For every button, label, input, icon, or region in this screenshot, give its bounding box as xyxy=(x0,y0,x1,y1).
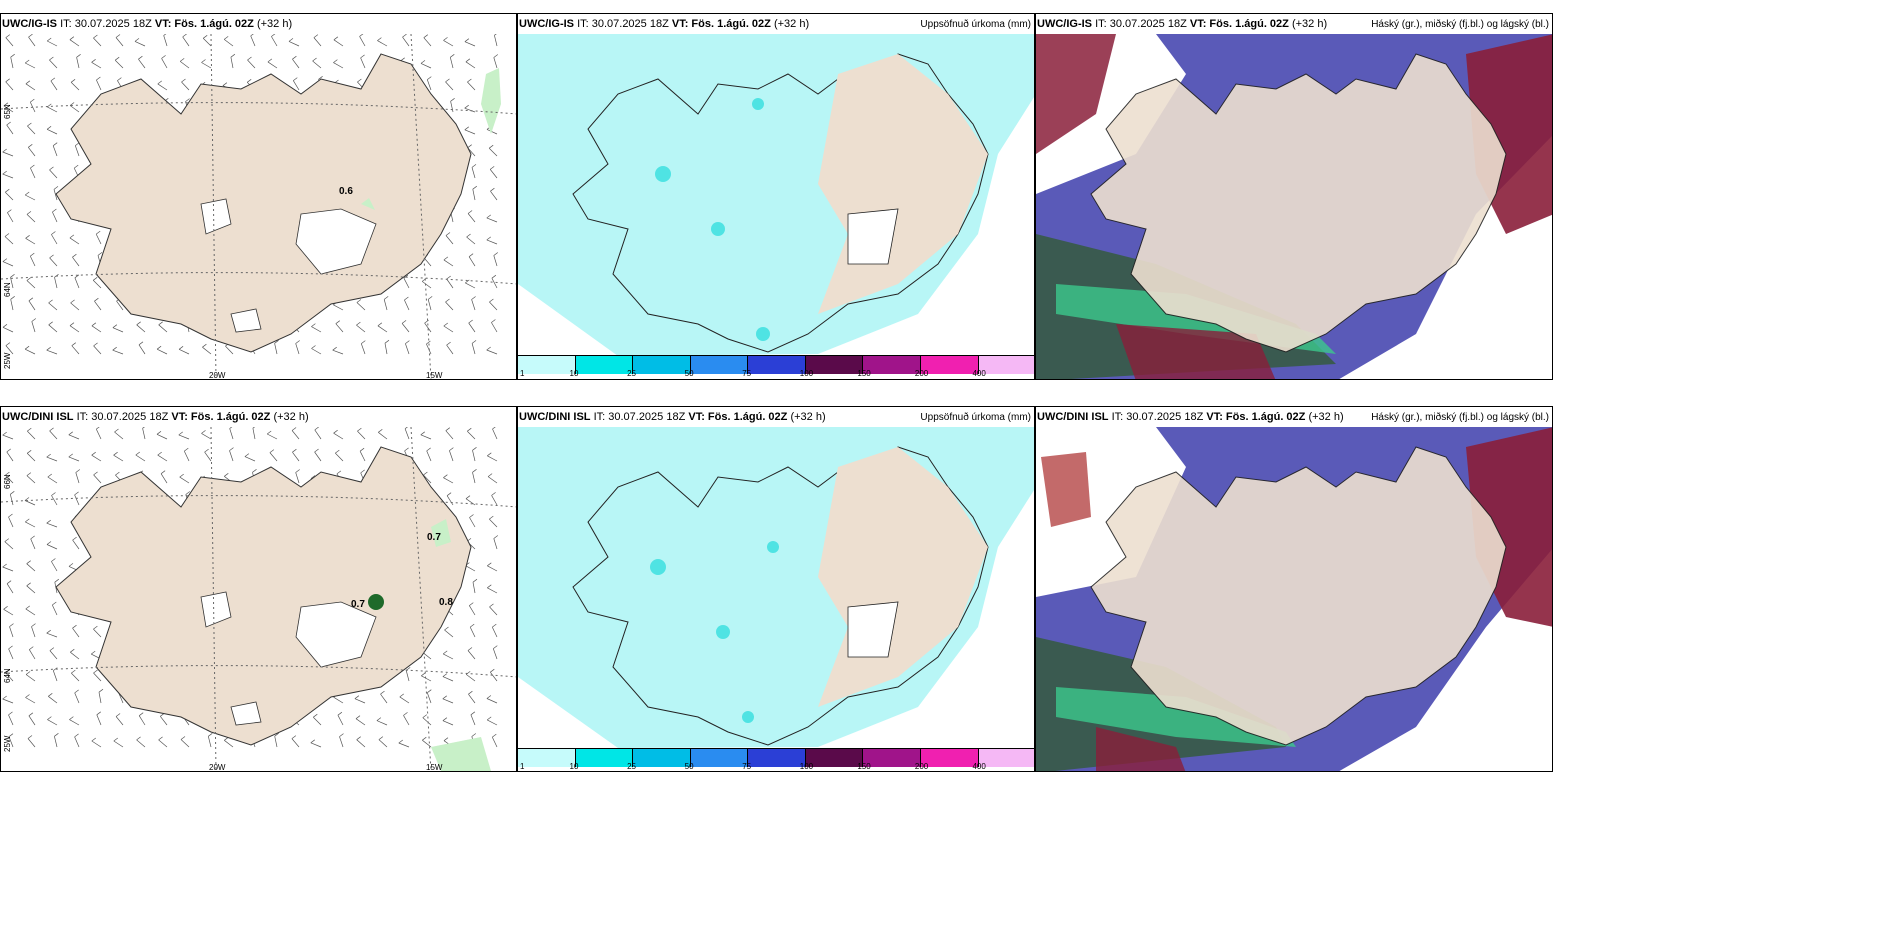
cloud-title: Háský (gr.), miðský (fj.bl.) og lágský (… xyxy=(1371,19,1549,30)
precip-title: Uppsöfnuð úrkoma (mm) xyxy=(920,412,1031,423)
cloud-map-panel-1: UWC/IG-IS IT: 30.07.2025 18Z VT: Fös. 1.… xyxy=(1035,13,1553,380)
colorbar-swatch xyxy=(920,356,979,374)
colorbar-tick-label: 150 xyxy=(857,369,871,378)
colorbar-tick-label: 100 xyxy=(799,762,814,771)
colorbar-tick-label: 400 xyxy=(972,369,986,378)
colorbar-tick-label: 400 xyxy=(972,762,986,771)
colorbar-swatch xyxy=(518,749,576,767)
wind-barb-map[interactable]: 0.7 0.7 0.8 xyxy=(1,427,517,771)
colorbar-tick-label: 200 xyxy=(914,369,929,378)
wind-map-panel-2: UWC/DINI ISL IT: 30.07.2025 18Z VT: Fös.… xyxy=(0,406,517,772)
colorbar-tick-label: 1 xyxy=(520,762,525,771)
precip-colorbar xyxy=(518,355,1034,374)
colorbar-swatch xyxy=(633,749,691,767)
panel-title: UWC/IG-IS IT: 30.07.2025 18Z VT: Fös. 1.… xyxy=(2,18,293,30)
colorbar-swatch xyxy=(633,356,691,374)
precip-map[interactable] xyxy=(518,34,1035,356)
colorbar-tick-label: 150 xyxy=(857,762,871,771)
colorbar-tick-label: 10 xyxy=(569,762,579,771)
colorbar-swatch xyxy=(748,356,806,374)
precip-map-panel-2: UWC/DINI ISL IT: 30.07.2025 18Z VT: Fös.… xyxy=(517,406,1035,772)
lat-label: 65N xyxy=(3,104,12,119)
wind-map-panel-1: UWC/IG-IS IT: 30.07.2025 18Z VT: Fös. 1.… xyxy=(0,13,517,380)
lon-label: 20W xyxy=(209,371,226,380)
wind-barb-map[interactable]: 0.6 xyxy=(1,34,517,379)
precip-map-panel-1: UWC/IG-IS IT: 30.07.2025 18Z VT: Fös. 1.… xyxy=(517,13,1035,380)
cloud-map[interactable] xyxy=(1036,34,1553,380)
precip-title: Uppsöfnuð úrkoma (mm) xyxy=(920,19,1031,30)
cloud-map[interactable] xyxy=(1036,427,1553,772)
wind-value-label: 0.8 xyxy=(439,597,453,608)
cloud-map-panel-2: UWC/DINI ISL IT: 30.07.2025 18Z VT: Fös.… xyxy=(1035,406,1553,772)
lon-label: 25W xyxy=(3,352,12,369)
colorbar-swatch xyxy=(863,749,921,767)
colorbar-swatch xyxy=(748,749,806,767)
colorbar-swatch xyxy=(690,356,749,374)
colorbar-swatch xyxy=(863,356,921,374)
lat-label: 64N xyxy=(3,668,12,683)
colorbar-tick-label: 200 xyxy=(914,762,929,771)
panel-title: UWC/DINI ISL IT: 30.07.2025 18Z VT: Fös.… xyxy=(2,411,309,423)
precip-colorbar xyxy=(518,748,1034,767)
colorbar-swatch xyxy=(805,749,864,767)
lat-label: 66N xyxy=(3,474,12,489)
colorbar-swatch xyxy=(690,749,749,767)
lon-label: 25W xyxy=(3,735,12,752)
cloud-title: Háský (gr.), miðský (fj.bl.) og lágský (… xyxy=(1371,412,1549,423)
precip-map[interactable] xyxy=(518,427,1035,748)
panel-title: UWC/DINI ISL IT: 30.07.2025 18Z VT: Fös.… xyxy=(519,411,826,423)
colorbar-tick-label: 75 xyxy=(742,762,752,771)
colorbar-tick-label: 50 xyxy=(684,369,694,378)
panel-title: UWC/DINI ISL IT: 30.07.2025 18Z VT: Fös.… xyxy=(1037,411,1344,423)
lon-label: 15W xyxy=(426,371,443,380)
panel-title: UWC/IG-IS IT: 30.07.2025 18Z VT: Fös. 1.… xyxy=(519,18,810,30)
colorbar-tick-label: 75 xyxy=(742,369,752,378)
lat-label: 64N xyxy=(3,282,12,297)
colorbar-tick-label: 25 xyxy=(627,369,637,378)
colorbar-swatch xyxy=(805,356,864,374)
colorbar-tick-label: 1 xyxy=(520,369,525,378)
colorbar-tick-label: 50 xyxy=(684,762,694,771)
colorbar-tick-label: 25 xyxy=(627,762,637,771)
wind-value-label: 0.7 xyxy=(427,532,441,543)
wind-value-label: 0.6 xyxy=(339,186,353,197)
colorbar-tick-label: 10 xyxy=(569,369,579,378)
colorbar-swatch xyxy=(920,749,979,767)
colorbar-swatch xyxy=(575,356,634,374)
wind-value-label: 0.7 xyxy=(351,599,365,610)
colorbar-swatch xyxy=(575,749,634,767)
lon-label: 20W xyxy=(209,763,226,772)
lon-label: 15W xyxy=(426,763,443,772)
colorbar-swatch xyxy=(978,749,1034,767)
panel-title: UWC/IG-IS IT: 30.07.2025 18Z VT: Fös. 1.… xyxy=(1037,18,1328,30)
colorbar-tick-label: 100 xyxy=(799,369,814,378)
colorbar-swatch xyxy=(518,356,576,374)
colorbar-swatch xyxy=(978,356,1034,374)
